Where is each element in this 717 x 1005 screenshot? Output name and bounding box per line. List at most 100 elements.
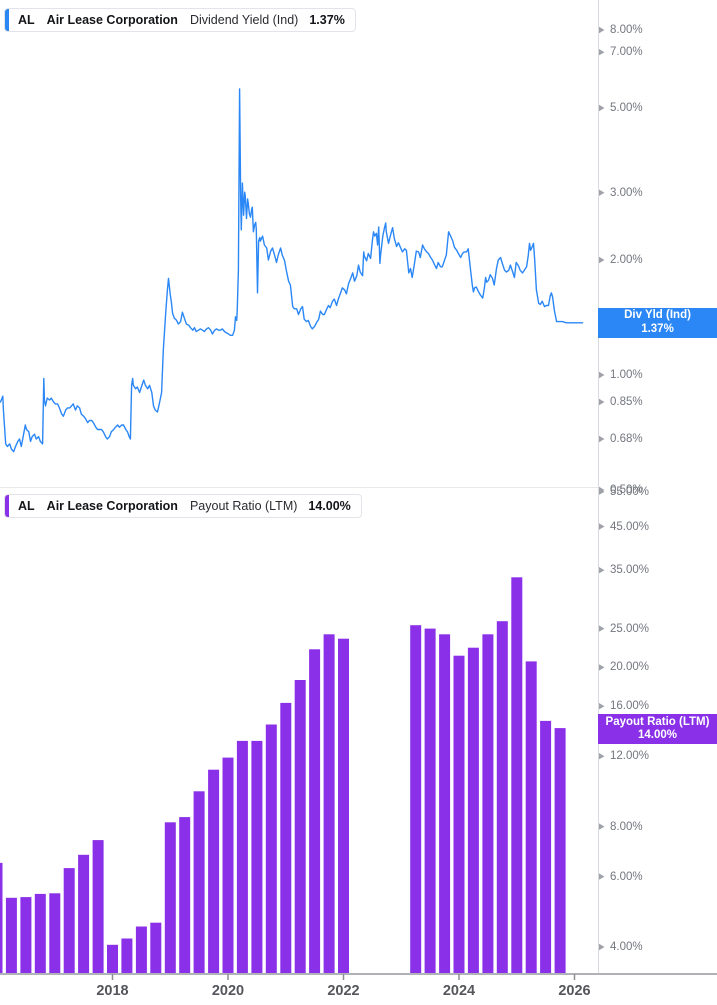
payout-ratio-bar — [135, 926, 147, 974]
y-tick-arrow — [599, 625, 605, 632]
company-name: Air Lease Corporation — [46, 13, 178, 27]
payout-ratio-bar — [5, 897, 17, 974]
x-tick-label[interactable]: 2020 — [211, 983, 245, 999]
payout-ratio-bar — [236, 740, 248, 974]
payout-ratio-bar — [150, 922, 162, 974]
payout-ratio-bar — [525, 661, 537, 974]
y-tick-arrow — [599, 189, 605, 196]
y-tick-label: 35.00% — [610, 564, 650, 577]
y-tick-label: 7.00% — [610, 46, 643, 59]
y-tick-label: 3.00% — [610, 186, 643, 199]
payout-ratio-bar — [453, 655, 465, 974]
y-tick-arrow — [599, 398, 605, 406]
metric-name: Payout Ratio (LTM) — [189, 499, 298, 513]
payout-ratio-bar — [496, 621, 508, 974]
y-tick-arrow — [599, 256, 605, 264]
payout-ratio-bar — [222, 757, 234, 974]
legend-dividend-yield[interactable]: AL Air Lease Corporation Dividend Yield … — [4, 8, 356, 32]
payout-ratio-bar — [251, 740, 263, 974]
payout-ratio-bar — [467, 647, 479, 974]
x-tick-label[interactable]: 2024 — [442, 983, 476, 999]
payout-ratio-bar — [121, 938, 133, 974]
payout-ratio-bar — [34, 893, 46, 974]
x-tick-label[interactable]: 2018 — [96, 983, 129, 999]
series-color-chip — [5, 495, 9, 517]
ticker-symbol: AL — [18, 13, 35, 27]
legend-payout-ratio[interactable]: AL Air Lease Corporation Payout Ratio (L… — [4, 494, 362, 518]
y-tick-label: 20.00% — [610, 661, 650, 674]
y-tick-label: 8.00% — [610, 24, 643, 36]
axis-badge-div-yld: Div Yld (Ind) 1.37% — [598, 307, 717, 338]
axis-badge-payout-ratio: Payout Ratio (LTM) 14.00% — [598, 714, 717, 745]
metric-name: Dividend Yield (Ind) — [189, 13, 299, 27]
y-tick-arrow — [599, 823, 605, 830]
y-tick-arrow — [599, 753, 605, 760]
x-tick-label[interactable]: 2026 — [558, 983, 591, 999]
y-tick-label: 4.00% — [610, 941, 643, 953]
y-tick-arrow — [599, 104, 605, 112]
payout-ratio-bar — [338, 638, 349, 974]
y-tick-label: 12.00% — [610, 750, 650, 763]
x-tick-label[interactable]: 2022 — [327, 983, 360, 999]
metric-value: 14.00% — [308, 499, 351, 513]
payout-ratio-bar — [309, 649, 321, 974]
payout-ratio-bar — [280, 702, 292, 974]
payout-ratio-bar — [193, 791, 205, 974]
company-name: Air Lease Corporation — [46, 499, 178, 513]
y-tick-arrow — [599, 49, 605, 56]
payout-ratio-bar — [78, 854, 90, 974]
payout-ratio-bar — [164, 822, 176, 974]
payout-ratio-bar — [49, 893, 61, 974]
y-tick-label: 0.85% — [610, 396, 643, 408]
payout-ratio-bar — [179, 817, 191, 974]
y-tick-arrow — [599, 488, 605, 495]
payout-ratio-bar — [439, 634, 451, 974]
payout-ratio-bar — [92, 840, 104, 974]
payout-ratio-bars — [0, 577, 566, 974]
metric-value: 1.37% — [309, 13, 345, 27]
badge-value: 1.37% — [641, 322, 674, 335]
ticker-symbol: AL — [18, 499, 35, 513]
y-tick-arrow — [599, 371, 605, 379]
y-tick-label: 5.00% — [610, 102, 643, 114]
payout-ratio-bar — [511, 577, 523, 974]
payout-ratio-bar — [294, 680, 306, 974]
payout-ratio-bar — [20, 897, 32, 974]
dividend-yield-line — [0, 88, 584, 453]
y-tick-arrow — [599, 435, 605, 443]
y-tick-label: 0.68% — [610, 433, 643, 445]
payout-ratio-bar — [540, 720, 552, 974]
badge-title: Div Yld (Ind) — [624, 309, 691, 322]
y-tick-label: 2.00% — [610, 254, 643, 266]
y-tick-arrow — [599, 567, 605, 574]
y-tick-label: 1.00% — [610, 369, 643, 381]
payout-ratio-bar — [410, 625, 422, 974]
y-tick-label: 0.50% — [610, 484, 643, 496]
y-tick-label: 6.00% — [610, 870, 643, 883]
y-tick-arrow — [599, 943, 605, 951]
y-tick-arrow — [599, 873, 605, 880]
payout-ratio-bar — [323, 634, 335, 974]
y-tick-arrow — [599, 523, 605, 530]
y-tick-label: 45.00% — [610, 520, 650, 533]
payout-ratio-bar — [554, 728, 566, 974]
badge-value: 14.00% — [637, 729, 677, 742]
payout-ratio-bar — [0, 862, 3, 974]
y-tick-arrow — [599, 26, 605, 34]
badge-title: Payout Ratio (LTM) — [605, 715, 710, 728]
y-tick-arrow — [599, 664, 605, 671]
payout-ratio-bar — [482, 634, 494, 974]
payout-ratio-bar — [265, 724, 277, 974]
series-color-chip — [5, 9, 9, 31]
y-tick-label: 16.00% — [610, 700, 650, 713]
y-tick-label: 55.00% — [610, 485, 650, 498]
y-tick-label: 25.00% — [610, 622, 650, 635]
payout-ratio-bar — [63, 868, 75, 974]
y-tick-arrow — [599, 703, 605, 710]
payout-ratio-bar — [424, 628, 436, 974]
payout-ratio-bar — [107, 944, 118, 974]
y-tick-label: 8.00% — [610, 820, 643, 833]
payout-ratio-bar — [208, 769, 220, 974]
